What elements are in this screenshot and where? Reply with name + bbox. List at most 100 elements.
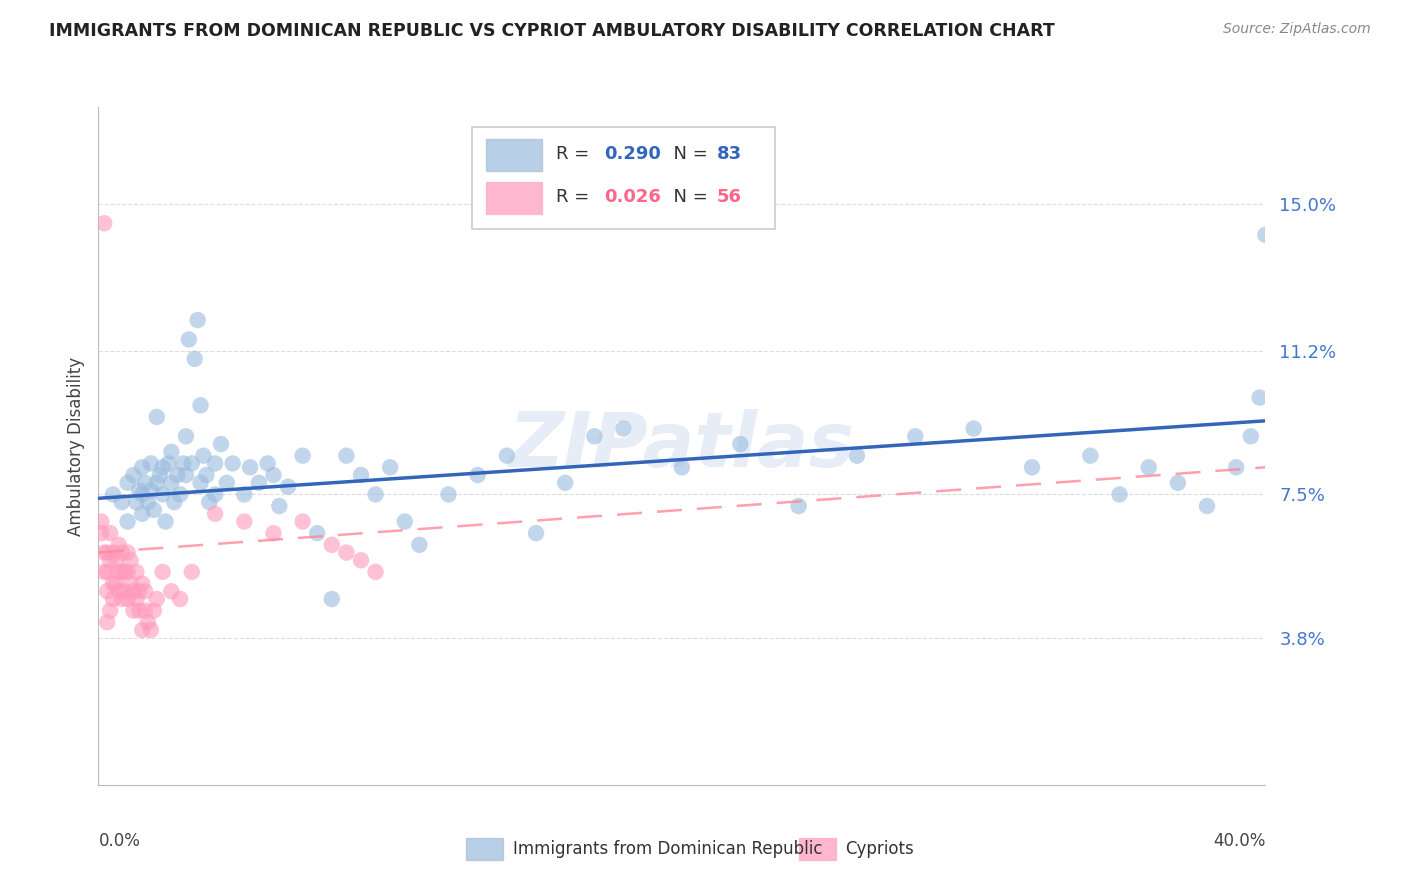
Point — [1240, 429, 1263, 443]
Point — [101, 592, 124, 607]
Point — [394, 515, 416, 529]
Point — [1108, 487, 1130, 501]
Point — [96, 615, 118, 630]
Point — [142, 503, 165, 517]
Point — [247, 475, 270, 490]
Point — [904, 429, 927, 443]
Y-axis label: Ambulatory Disability: Ambulatory Disability — [66, 357, 84, 535]
Text: R =: R = — [555, 188, 595, 206]
Point — [90, 526, 112, 541]
Point — [90, 515, 112, 529]
Text: Cypriots: Cypriots — [845, 839, 914, 858]
Point — [122, 604, 145, 618]
Point — [364, 487, 387, 501]
Point — [215, 475, 238, 490]
Point — [195, 468, 218, 483]
Point — [496, 449, 519, 463]
Point — [291, 449, 314, 463]
Point — [93, 216, 115, 230]
Point — [131, 507, 153, 521]
Point — [730, 437, 752, 451]
Point — [193, 449, 215, 463]
Point — [166, 468, 188, 483]
Point — [671, 460, 693, 475]
Point — [104, 576, 127, 591]
Point — [125, 592, 148, 607]
Point — [524, 526, 547, 541]
Point — [125, 565, 148, 579]
Point — [408, 538, 430, 552]
Point — [198, 495, 221, 509]
Point — [962, 421, 984, 435]
Point — [131, 460, 153, 475]
Point — [131, 623, 153, 637]
Point — [131, 487, 153, 501]
Point — [98, 553, 121, 567]
Point — [122, 468, 145, 483]
Point — [380, 460, 402, 475]
Point — [128, 604, 150, 618]
Point — [269, 499, 291, 513]
Point — [101, 545, 124, 559]
Point — [146, 409, 169, 424]
Point — [180, 457, 202, 471]
Text: N =: N = — [662, 188, 714, 206]
Point — [209, 437, 232, 451]
Text: 0.0%: 0.0% — [98, 832, 141, 850]
Point — [111, 565, 134, 579]
Point — [262, 468, 284, 483]
Point — [1021, 460, 1043, 475]
Point — [146, 475, 169, 490]
Point — [163, 495, 186, 509]
Point — [122, 584, 145, 599]
Point — [183, 351, 205, 366]
Point — [93, 565, 115, 579]
Point — [120, 553, 142, 567]
Point — [96, 545, 118, 559]
Point — [157, 457, 180, 471]
FancyBboxPatch shape — [486, 182, 541, 214]
Point — [96, 584, 118, 599]
Point — [152, 487, 174, 501]
Point — [1249, 391, 1271, 405]
Text: Source: ZipAtlas.com: Source: ZipAtlas.com — [1223, 22, 1371, 37]
Point — [117, 515, 139, 529]
Point — [117, 565, 139, 579]
FancyBboxPatch shape — [799, 838, 837, 860]
Point — [114, 565, 136, 579]
Point — [204, 507, 226, 521]
Point — [128, 584, 150, 599]
Text: 40.0%: 40.0% — [1213, 832, 1265, 850]
Point — [321, 592, 343, 607]
Text: 0.290: 0.290 — [603, 145, 661, 163]
Point — [134, 475, 156, 490]
Point — [160, 445, 183, 459]
Point — [169, 487, 191, 501]
Text: ZIPatlas: ZIPatlas — [509, 409, 855, 483]
Point — [125, 495, 148, 509]
Point — [177, 333, 200, 347]
Point — [101, 487, 124, 501]
Point — [172, 457, 194, 471]
Point — [335, 449, 357, 463]
Point — [120, 576, 142, 591]
Point — [136, 495, 159, 509]
Point — [583, 429, 606, 443]
Point — [190, 398, 212, 412]
Point — [174, 468, 197, 483]
Point — [1195, 499, 1218, 513]
Text: IMMIGRANTS FROM DOMINICAN REPUBLIC VS CYPRIOT AMBULATORY DISABILITY CORRELATION : IMMIGRANTS FROM DOMINICAN REPUBLIC VS CY… — [49, 22, 1054, 40]
FancyBboxPatch shape — [486, 139, 541, 171]
Point — [787, 499, 810, 513]
Point — [233, 487, 256, 501]
Point — [117, 475, 139, 490]
Point — [149, 468, 172, 483]
Point — [239, 460, 262, 475]
Point — [134, 584, 156, 599]
Point — [190, 475, 212, 490]
Point — [104, 553, 127, 567]
Point — [846, 449, 869, 463]
Point — [139, 623, 162, 637]
Point — [111, 592, 134, 607]
Point — [1254, 227, 1277, 242]
